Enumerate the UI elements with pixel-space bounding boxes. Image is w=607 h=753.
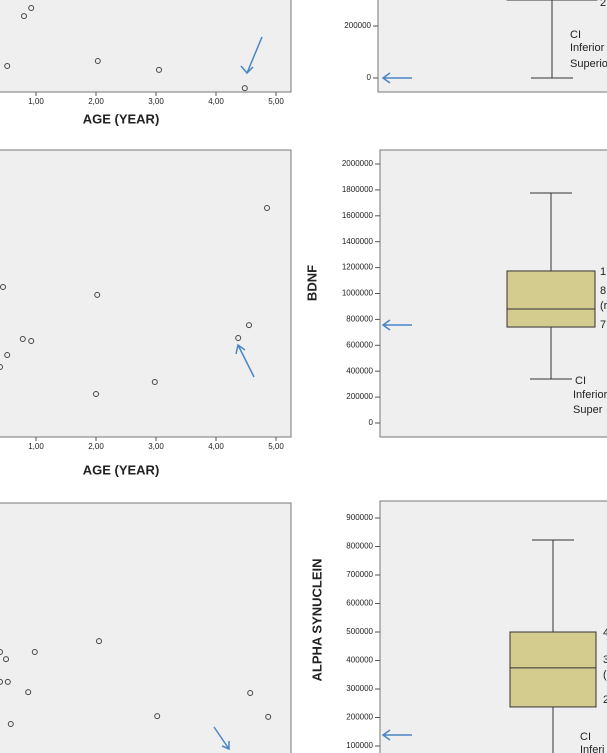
annotation: Super xyxy=(573,404,603,416)
y-tick-label: 0 xyxy=(369,418,374,427)
y-tick-label: 400000 xyxy=(346,656,373,665)
y-tick-label: 200000 xyxy=(346,713,373,722)
annotation: 4 xyxy=(603,627,607,639)
point xyxy=(151,379,158,386)
point xyxy=(156,66,162,73)
point xyxy=(0,363,3,370)
y-axis-label: BDNF xyxy=(304,265,319,301)
y-tick-label: 1000000 xyxy=(342,289,374,298)
x-tick-label: 5,00 xyxy=(268,97,284,106)
arrow xyxy=(235,343,255,378)
point xyxy=(235,334,242,341)
y-tick-label: 1200000 xyxy=(342,263,374,272)
y-tick-label: 1800000 xyxy=(342,185,374,194)
arrow xyxy=(381,72,412,84)
y-tick-label: 1600000 xyxy=(342,211,374,220)
x-tick-label: 4,00 xyxy=(208,442,224,451)
annotation: 7 xyxy=(600,319,606,331)
annotation: (r xyxy=(600,300,607,312)
point xyxy=(265,713,272,720)
y-tick-label: 300000 xyxy=(346,684,373,693)
arrows xyxy=(213,36,412,751)
x-axis-label: AGE (YEAR) xyxy=(83,462,160,477)
point xyxy=(264,204,270,211)
annotation: CI xyxy=(570,29,581,41)
y-tick-label: 600000 xyxy=(346,340,373,349)
annotation: Inferi xyxy=(580,744,604,753)
plot-area xyxy=(0,502,292,753)
annotation: 2 xyxy=(603,694,607,706)
x-tick-label: 1,00 xyxy=(28,442,44,451)
plot-area xyxy=(379,500,607,753)
y-tick-label: 400000 xyxy=(346,366,373,375)
point xyxy=(25,689,32,696)
x-tick-label: 2,00 xyxy=(88,97,104,106)
point xyxy=(0,284,6,291)
y-tick-label: 700000 xyxy=(346,570,373,579)
point xyxy=(7,721,14,728)
point xyxy=(3,656,9,663)
annotation: Superio xyxy=(570,58,607,70)
point xyxy=(4,352,11,359)
arrow xyxy=(213,726,230,751)
annotation: 2 xyxy=(600,0,606,9)
annotation: 8 xyxy=(600,285,606,297)
arrow xyxy=(381,729,412,741)
y-tick-label: 0 xyxy=(367,73,372,82)
y-tick-label: 200000 xyxy=(346,392,373,401)
y-tick-label: 2000000 xyxy=(342,159,374,168)
plot-area xyxy=(0,149,292,438)
arrow xyxy=(381,319,412,331)
y-axis-label: ALPHA SYNUCLEIN xyxy=(309,558,324,681)
annotation: CI xyxy=(580,731,591,743)
y-tick-label: 800000 xyxy=(346,542,373,551)
point xyxy=(94,291,101,298)
annotation: Inferior xyxy=(570,42,605,54)
point xyxy=(21,13,27,20)
point xyxy=(4,63,11,69)
point xyxy=(28,337,35,344)
y-tick-label: 600000 xyxy=(346,599,373,608)
point xyxy=(31,648,38,655)
x-tick-label: 5,00 xyxy=(268,442,284,451)
point xyxy=(19,335,26,342)
point xyxy=(0,648,3,655)
y-tick-label: 200000 xyxy=(344,21,371,30)
y-tick-label: 1400000 xyxy=(342,237,374,246)
y-tick-label: 900000 xyxy=(346,513,373,522)
annotation: CI xyxy=(575,375,586,387)
point xyxy=(246,322,252,329)
point xyxy=(93,390,99,397)
x-axis-label: AGE (YEAR) xyxy=(83,111,160,126)
annotation: 3 xyxy=(603,654,607,666)
annotation: ( xyxy=(603,669,607,681)
y-tick-label: 500000 xyxy=(346,627,373,636)
arrow xyxy=(240,36,263,75)
x-tick-label: 2,00 xyxy=(88,442,104,451)
plot-area xyxy=(0,0,292,93)
x-tick-label: 3,00 xyxy=(148,442,164,451)
point xyxy=(4,678,11,685)
point xyxy=(96,638,102,645)
point xyxy=(154,713,161,720)
y-tick-label: 800000 xyxy=(346,315,373,324)
box xyxy=(509,631,597,708)
x-tick-label: 1,00 xyxy=(28,97,44,106)
point xyxy=(0,678,3,685)
annotation: Inferior xyxy=(573,389,607,401)
annotation: 1 xyxy=(600,266,606,278)
point xyxy=(28,5,35,12)
plot-area xyxy=(377,0,607,93)
x-tick-label: 4,00 xyxy=(208,97,224,106)
x-tick-label: 3,00 xyxy=(148,97,164,106)
y-tick-label: 100000 xyxy=(346,741,373,750)
box xyxy=(506,270,596,328)
point xyxy=(247,689,254,696)
point xyxy=(94,58,101,65)
point xyxy=(241,85,248,92)
